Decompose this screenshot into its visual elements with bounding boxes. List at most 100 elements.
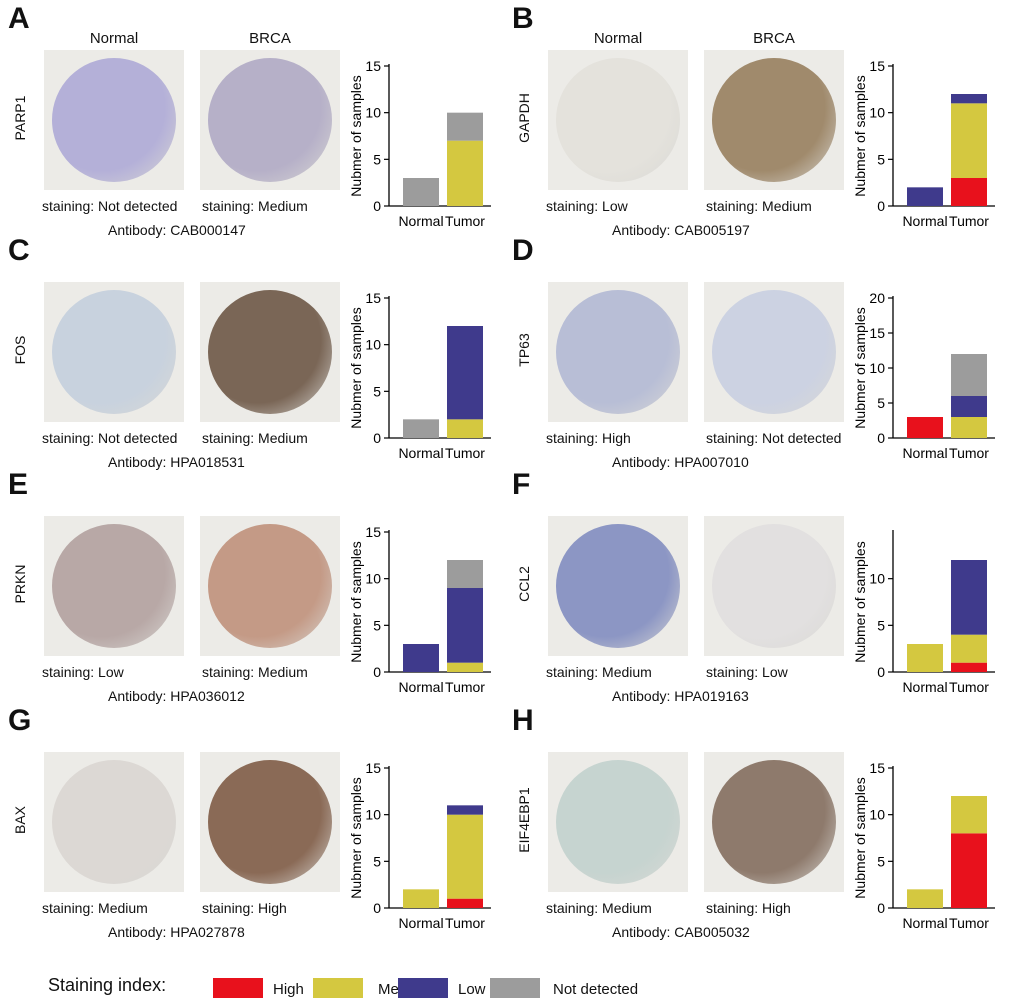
x-tick-label: Tumor — [445, 915, 485, 931]
bar-normal-medium — [907, 889, 943, 908]
staining-label-tumor: staining: Not detected — [706, 430, 842, 446]
y-tick-label: 10 — [365, 337, 381, 353]
column-header-brca: BRCA — [249, 30, 291, 47]
staining-label-normal: staining: Low — [42, 664, 124, 680]
bar-tumor-low — [951, 94, 987, 104]
y-tick-label: 10 — [869, 105, 885, 121]
bar-tumor-medium — [951, 796, 987, 834]
y-tick-label: 10 — [869, 807, 885, 823]
staining-label-tumor: staining: Medium — [202, 664, 308, 680]
tissue-image-tumor — [704, 516, 844, 656]
column-header-brca: BRCA — [753, 30, 795, 47]
legend-title: Staining index: — [48, 975, 167, 995]
tissue-image-normal — [44, 282, 184, 422]
panel-b: B Normal BRCA GAPDH staining: Low staining: M… — [512, 4, 1012, 244]
y-tick-label: 5 — [373, 151, 381, 167]
legend-label-high: High — [273, 981, 304, 998]
y-tick-label: 5 — [373, 853, 381, 869]
antibody-label: Antibody: CAB005197 — [612, 222, 750, 238]
panel-label: G — [8, 704, 32, 737]
bar-tumor-not-detected — [951, 354, 987, 396]
x-tick-label: Tumor — [445, 213, 485, 229]
x-tick-label: Normal — [398, 213, 443, 229]
y-tick-label: 5 — [877, 617, 885, 633]
y-axis-label: Nubmer of samples — [852, 541, 868, 662]
bar-tumor-low — [447, 805, 483, 815]
tissue-core — [52, 58, 176, 182]
x-tick-label: Tumor — [949, 915, 989, 931]
y-axis-label: Nubmer of samples — [852, 777, 868, 898]
bar-tumor-not-detected — [447, 560, 483, 588]
staining-label-tumor: staining: High — [706, 900, 791, 916]
staining-label-normal: staining: Medium — [42, 900, 148, 916]
tissue-core — [556, 290, 680, 414]
gene-label: PARP1 — [12, 95, 28, 141]
y-tick-label: 10 — [365, 807, 381, 823]
tissue-image-normal — [44, 516, 184, 656]
gene-label: TP63 — [516, 333, 532, 367]
antibody-label: Antibody: HPA018531 — [108, 454, 245, 470]
tissue-core — [712, 760, 836, 884]
staining-label-normal: staining: High — [546, 430, 631, 446]
y-axis-label: Nubmer of samples — [852, 307, 868, 428]
tissue-core — [208, 524, 332, 648]
y-tick-label: 0 — [373, 430, 381, 446]
y-tick-label: 15 — [869, 58, 885, 74]
legend-swatch-medium — [313, 978, 363, 998]
x-tick-label: Normal — [398, 445, 443, 461]
panel-c: C FOS staining: Not detected staining: Medi… — [8, 236, 508, 476]
y-axis-label: Nubmer of samples — [348, 777, 364, 898]
bar-chart: Nubmer of samples 0 5 10 15 Normal Tumor — [348, 524, 491, 695]
y-tick-label: 15 — [365, 760, 381, 776]
y-tick-label: 5 — [877, 853, 885, 869]
tissue-core — [208, 58, 332, 182]
panel-label: E — [8, 468, 29, 501]
tissue-image-tumor — [200, 50, 340, 190]
y-axis-label: Nubmer of samples — [348, 75, 364, 196]
y-tick-label: 5 — [877, 395, 885, 411]
staining-label-normal: staining: Not detected — [42, 430, 178, 446]
tissue-image-tumor — [704, 50, 844, 190]
panel-label: B — [512, 2, 534, 35]
x-tick-label: Tumor — [949, 213, 989, 229]
panel-e: E PRKN staining: Low staining: Medium Antibo… — [8, 470, 508, 710]
bar-tumor-medium — [447, 419, 483, 438]
panel-label: F — [512, 468, 531, 501]
x-tick-label: Normal — [398, 915, 443, 931]
legend-swatch-low — [398, 978, 448, 998]
y-tick-label: 15 — [869, 760, 885, 776]
bar-chart: Nubmer of samples 0 5 10 15 Normal Tumor — [348, 58, 491, 229]
x-tick-label: Normal — [902, 679, 947, 695]
y-tick-label: 0 — [373, 198, 381, 214]
tissue-image-tumor — [200, 516, 340, 656]
bar-normal-not-detected — [403, 178, 439, 206]
y-tick-label: 20 — [869, 290, 885, 306]
y-axis-label: Nubmer of samples — [348, 307, 364, 428]
y-tick-label: 0 — [877, 198, 885, 214]
bar-normal-not-detected — [403, 419, 439, 438]
y-tick-label: 0 — [373, 900, 381, 916]
y-tick-label: 10 — [869, 571, 885, 587]
tissue-core — [712, 290, 836, 414]
tissue-image-normal — [548, 752, 688, 892]
gene-label: GAPDH — [516, 93, 532, 143]
antibody-label: Antibody: HPA019163 — [612, 688, 749, 704]
bar-normal-medium — [907, 644, 943, 672]
bar-chart: Nubmer of samples 0 5 10 15 Normal Tumor — [852, 760, 995, 931]
antibody-label: Antibody: HPA007010 — [612, 454, 749, 470]
x-tick-label: Tumor — [445, 445, 485, 461]
gene-label: FOS — [12, 335, 28, 365]
x-tick-label: Tumor — [445, 679, 485, 695]
tissue-core — [52, 760, 176, 884]
staining-label-tumor: staining: Low — [706, 664, 788, 680]
bar-tumor-medium — [951, 103, 987, 178]
y-tick-label: 0 — [373, 664, 381, 680]
gene-label: EIF4EBP1 — [516, 787, 532, 853]
staining-label-normal: staining: Low — [546, 198, 628, 214]
legend-label-low: Low — [458, 981, 486, 998]
bar-normal-medium — [403, 889, 439, 908]
bar-chart: Nubmer of samples 0 5 10 15 Normal Tumor — [852, 58, 995, 229]
tissue-image-normal — [548, 516, 688, 656]
bar-tumor-not-detected — [447, 112, 483, 141]
gene-label: BAX — [12, 806, 28, 835]
